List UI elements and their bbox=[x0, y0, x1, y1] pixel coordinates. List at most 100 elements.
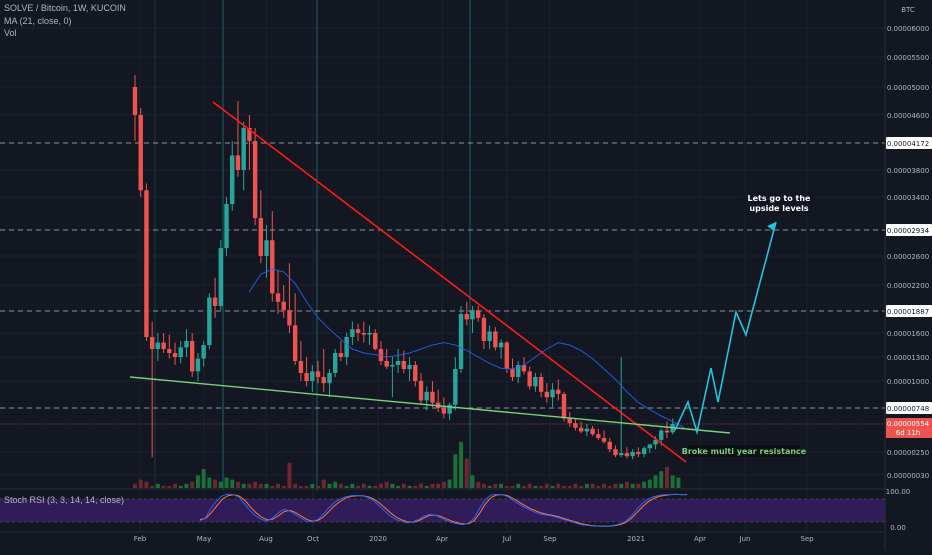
volume-bar bbox=[350, 483, 355, 488]
volume-bar bbox=[596, 485, 601, 488]
ma-line bbox=[248, 268, 685, 429]
candle-body bbox=[367, 333, 372, 335]
volume-bar bbox=[367, 485, 372, 488]
volume-bar bbox=[327, 483, 332, 488]
volume-bar bbox=[624, 481, 629, 488]
price-axis[interactable]: BTC 0.00006000 0.00005500 0.00005000 0.00004… bbox=[884, 0, 932, 550]
volume-legend[interactable]: Vol bbox=[4, 28, 17, 38]
candle-body bbox=[172, 353, 178, 357]
candle-body bbox=[235, 155, 241, 170]
volume-bar bbox=[201, 469, 206, 488]
y-tick-label: 0.00001300 bbox=[887, 354, 929, 362]
candle-body bbox=[487, 331, 492, 341]
volume-bar bbox=[670, 475, 675, 488]
y-tick-label: 0.00003800 bbox=[887, 167, 929, 175]
projection-path bbox=[674, 221, 777, 436]
volume-bar bbox=[562, 485, 566, 488]
volume-bar bbox=[333, 481, 338, 488]
volume-bar bbox=[190, 481, 195, 488]
volume-bar bbox=[499, 483, 504, 488]
candle-body bbox=[584, 428, 590, 432]
volume-bar bbox=[378, 483, 383, 488]
x-tick-label: Oct bbox=[307, 535, 319, 543]
volume-bar bbox=[453, 454, 458, 488]
grid-lines bbox=[0, 0, 885, 532]
candle-body bbox=[630, 452, 635, 457]
candle-body bbox=[355, 329, 361, 333]
candle-body bbox=[636, 452, 641, 455]
candle-body bbox=[281, 301, 286, 311]
ma-legend[interactable]: MA (21, close, 0) bbox=[4, 16, 72, 26]
broke-label: Broke multi year resistance bbox=[682, 447, 807, 456]
volume-bar bbox=[481, 483, 486, 488]
volume-bar bbox=[270, 485, 275, 488]
volume-bar bbox=[613, 483, 618, 488]
volume-bar bbox=[459, 441, 464, 488]
candle-body bbox=[556, 389, 561, 394]
candle-body bbox=[561, 393, 567, 419]
y-tick-label: 0.00002200 bbox=[887, 282, 929, 290]
candle-body bbox=[550, 389, 555, 398]
candle-body bbox=[144, 190, 149, 337]
target-label-line1: Lets go to the bbox=[748, 194, 812, 203]
candle-body bbox=[390, 365, 395, 367]
volume-bar bbox=[276, 483, 280, 488]
y-tick-label: 0.00005000 bbox=[887, 84, 929, 92]
y-tick-label: 0.00000250 bbox=[887, 449, 929, 457]
rsi-tick-top: 100.00 bbox=[886, 488, 911, 496]
candle-body bbox=[395, 361, 401, 365]
x-tick-label: 2021 bbox=[627, 535, 645, 543]
currency-label: BTC bbox=[901, 6, 915, 14]
volume-bar bbox=[556, 483, 561, 488]
volume-bar bbox=[281, 485, 286, 488]
y-tick-label: 0.00003400 bbox=[887, 194, 929, 202]
candle-body bbox=[653, 439, 658, 445]
x-tick-label: Feb bbox=[134, 535, 147, 543]
volume-bar bbox=[304, 485, 309, 488]
candle-body bbox=[207, 297, 212, 345]
volume-bar bbox=[258, 483, 263, 488]
x-tick-label: 2020 bbox=[369, 535, 387, 543]
candle-body bbox=[544, 391, 550, 398]
volume-bar bbox=[579, 485, 584, 488]
candle-body bbox=[624, 453, 630, 457]
symbol-legend[interactable]: SOLVE / Bitcoin, 1W, KUCOIN bbox=[4, 3, 126, 13]
candle-body bbox=[350, 329, 355, 337]
candle-body bbox=[578, 427, 584, 432]
candle-body bbox=[161, 342, 166, 349]
rsi-band bbox=[0, 499, 885, 522]
volume-bar bbox=[516, 483, 521, 488]
candle-body bbox=[315, 371, 321, 377]
trendlines bbox=[129, 101, 731, 463]
volume-bar bbox=[407, 485, 412, 488]
candle-body bbox=[149, 337, 155, 349]
stoch-rsi-legend[interactable]: Stoch RSI (3, 3, 14, 14, close) bbox=[4, 495, 125, 505]
volume-bar bbox=[167, 485, 172, 488]
candle-body bbox=[647, 444, 652, 449]
candle-body bbox=[132, 87, 138, 115]
volume-bar bbox=[138, 479, 143, 488]
candle-body bbox=[373, 333, 378, 349]
candle-body bbox=[184, 341, 189, 348]
candle-body bbox=[641, 448, 647, 455]
candle-body bbox=[212, 297, 218, 306]
candle-body bbox=[590, 428, 595, 435]
volume-bar bbox=[476, 481, 481, 488]
projection-line bbox=[674, 221, 777, 436]
candle-body bbox=[418, 381, 424, 401]
projection-arrowhead bbox=[767, 222, 776, 231]
volume-bar bbox=[344, 485, 349, 488]
volume-bar bbox=[590, 483, 595, 488]
volume-bar bbox=[441, 481, 446, 488]
candle-body bbox=[384, 361, 389, 367]
volume-bar bbox=[218, 481, 223, 488]
volume-bar bbox=[173, 483, 178, 488]
time-axis[interactable]: Feb May Aug Oct 2020 Apr Jul Sep 2021 Apr Jun Sep bbox=[0, 531, 885, 543]
level-price-label: 0.00004172 bbox=[887, 140, 929, 148]
volume-bar bbox=[150, 485, 155, 488]
volume-bar bbox=[573, 483, 578, 488]
volume-bar bbox=[659, 471, 664, 488]
